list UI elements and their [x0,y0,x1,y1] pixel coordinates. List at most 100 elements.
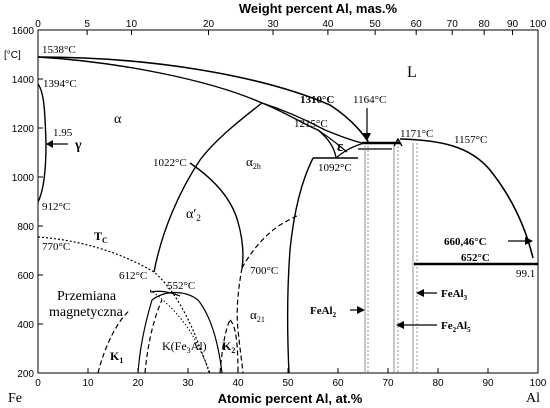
phase-alpha2h: α2h [246,154,261,171]
y-axis-unit: [°C] [4,50,21,61]
y-tick-label: 1600 [12,26,35,37]
label-652: 652°C [461,252,490,264]
y-tick-label: 1400 [12,75,35,86]
top-tick-label: 60 [411,19,423,30]
curie-line [37,236,211,374]
top-tick-label: 5 [84,19,90,30]
y-tick-label: 600 [17,271,34,282]
magnetic-transition-label-line2: magnetyczna [49,305,124,320]
label-552: 552°C [167,280,195,292]
label-1164: 1164°C [353,94,386,106]
top-tick-label: 90 [507,19,519,30]
label-700: 700°C [250,265,278,277]
arrow-660-head [525,237,533,245]
arrow-feal2-head [357,306,365,314]
bottom-tick-label: 90 [482,378,494,389]
bottom-tick-label: 50 [282,378,294,389]
k-fe3al-left [149,290,181,297]
y-tick-label: 1200 [12,124,35,135]
k2-region-right [229,319,239,374]
top-tick-label: 80 [479,19,491,30]
label-1215: 1215°C [294,118,328,130]
bottom-tick-label: 30 [182,378,194,389]
label-1022: 1022°C [153,157,187,169]
top-tick-label: 40 [322,19,334,30]
region-k-fe3al: K(Fe3Al) [162,339,207,355]
k1-region-right [137,299,153,374]
arrow-feal3-head [416,289,424,297]
alpha2h-alpha2prime-boundary [189,162,244,269]
y-tick-label: 1000 [12,173,35,184]
label-feal3: FeAl3 [441,288,468,302]
alpha-alpha2h-boundary [153,102,263,273]
bottom-tick-label: 10 [82,378,94,389]
y-tick-label: 200 [17,369,34,380]
bottom-tick-label: 70 [382,378,394,389]
al-end-label: Al [526,391,540,406]
label-612: 612°C [119,270,147,282]
k-fe3al-arch [151,291,223,374]
phase-epsilon: ε [337,139,344,155]
label-770: 770°C [42,241,70,253]
top-tick-label: 70 [447,19,459,30]
epsilon-left-boundary [317,129,348,153]
bottom-tick-label: 20 [132,378,144,389]
y-tick-label: 400 [17,320,34,331]
top-tick-label: 50 [370,19,382,30]
bottom-tick-label: 80 [432,378,444,389]
phase-alpha-prime-2: α′2 [186,207,201,223]
k1-region-left [97,309,131,374]
label-660: 660,46°C [444,236,487,248]
alpha21-left-boundary [236,267,244,374]
gamma-loop [37,83,47,203]
bottom-tick-label: 100 [530,378,547,389]
top-axis-title: Weight percent Al, mas.% [239,1,398,16]
fe3al-diagonal-dotted [149,289,210,374]
top-tick-label: 30 [267,19,279,30]
label-912: 912°C [42,201,70,213]
label-fe2al5: Fe2Al5 [441,320,471,334]
y-axis-ticks: 1600 1400 1200 1000 800 600 400 200 [12,26,43,380]
top-tick-label: 100 [530,19,547,30]
phase-alpha21: α21 [250,307,265,324]
label-1092: 1092°C [318,162,352,174]
liquidus-al-side [399,138,534,259]
epsilon-lower-boundary [335,142,365,159]
arrow-fe2al5-head [396,321,404,329]
phase-L: L [407,64,417,81]
label-195: 1.95 [53,127,73,139]
bottom-axis-title: Atomic percent Al, at.% [218,391,363,406]
alpha2prime-ordering-dashed [241,214,301,269]
label-1157: 1157°C [454,134,487,146]
region-k1: K1 [110,349,123,365]
top-axis-ticks: 0 5 10 20 30 40 50 60 70 80 90 100 [35,19,547,35]
label-1538: 1538°C [42,44,76,56]
top-tick-label: 0 [35,19,41,30]
k2-region-left [219,319,231,374]
k-fe3al-left-leg [144,299,163,374]
feal-phase-boundary [286,157,314,374]
bottom-tick-label: 40 [232,378,244,389]
label-1310: 1310°C [300,94,334,106]
bottom-axis-ticks: 0 10 20 30 40 50 60 70 80 90 100 [35,368,547,389]
fe2al5-peak [393,137,403,147]
label-1394: 1394°C [43,78,77,90]
region-k2: K2 [222,339,235,355]
phase-gamma: γ [74,138,82,153]
top-tick-label: 20 [203,19,215,30]
gamma-arrow-head [46,140,53,148]
y-tick-label: 800 [17,222,34,233]
arrow-1164-head [363,133,371,141]
phase-alpha: α [114,112,122,127]
curie-temp-label: TC [94,229,108,245]
label-1171: 1171°C [400,128,433,140]
label-feal2: FeAl2 [310,305,337,319]
bottom-tick-label: 60 [332,378,344,389]
liquidus-fe-side [37,56,370,144]
top-tick-label: 10 [126,19,138,30]
fe-end-label: Fe [8,391,22,406]
label-991: 99.1 [516,268,535,280]
bottom-tick-label: 0 [35,378,41,389]
magnetic-transition-label-line1: Przemiana [57,289,117,304]
